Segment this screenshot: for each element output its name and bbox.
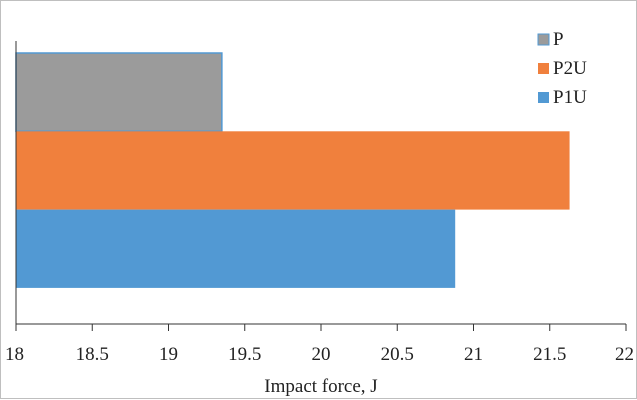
x-tick-label: 21 — [464, 344, 483, 365]
bar-p1u — [16, 209, 456, 288]
legend-swatch-p1u — [538, 92, 549, 103]
x-tick-label: 20.5 — [381, 344, 414, 365]
x-axis-title: Impact force, J — [264, 376, 377, 397]
legend: P P2U P1U — [537, 29, 587, 108]
legend-swatch-p2u — [538, 63, 549, 74]
x-tick-label: 19 — [159, 344, 178, 365]
x-tick-label: 18.5 — [76, 344, 109, 365]
bars-group — [15, 52, 570, 288]
x-tick-label: 18 — [5, 344, 24, 365]
x-tick-label: 19.5 — [228, 344, 261, 365]
bar-p2u — [16, 131, 570, 210]
x-axis: 18 18.5 19 19.5 20 20.5 21 21.5 22 — [5, 41, 634, 365]
legend-swatch-p — [537, 33, 550, 46]
bar-p — [15, 52, 223, 133]
x-tick-label: 22 — [615, 344, 634, 365]
x-tick-label: 21.5 — [533, 344, 566, 365]
legend-label-p: P — [553, 29, 564, 50]
x-tick-label: 20 — [312, 344, 331, 365]
legend-label-p2u: P2U — [553, 58, 587, 79]
legend-label-p1u: P1U — [553, 87, 587, 108]
